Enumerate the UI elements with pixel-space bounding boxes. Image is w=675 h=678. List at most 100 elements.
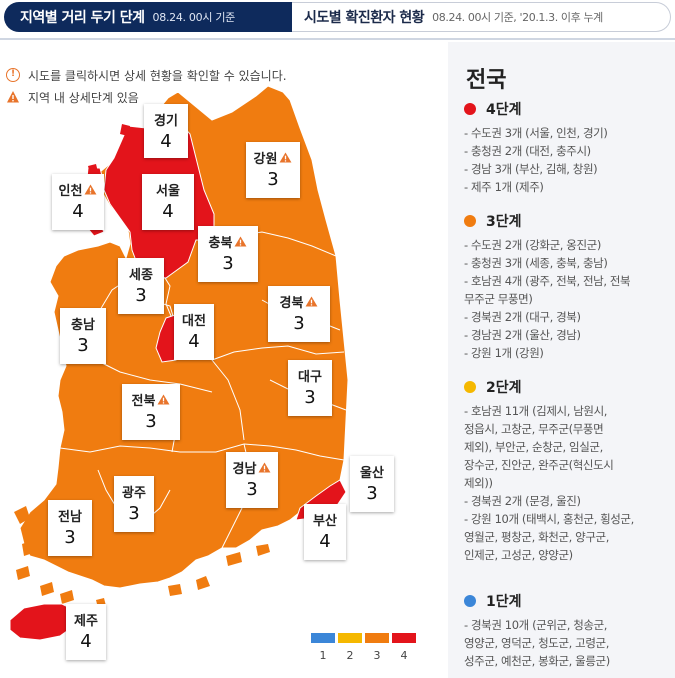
level-group-item: - 충청권 3개 (세종, 충북, 충남) xyxy=(464,256,608,270)
region-name-text: 경남 xyxy=(232,462,257,477)
region-label-gyeongbuk[interactable]: 경북 3 xyxy=(268,286,330,342)
warning-icon xyxy=(279,152,292,163)
region-name: 광주 xyxy=(114,482,154,501)
region-level: 3 xyxy=(135,285,147,306)
level-group-item: 정읍시, 고창군, 무주군(무풍면 xyxy=(464,422,604,436)
region-label-daegu[interactable]: 대구 3 xyxy=(288,360,332,416)
level-group-item: 제외)) xyxy=(464,476,493,490)
level-group-label: 1단계 xyxy=(486,594,522,610)
region-level: 4 xyxy=(72,201,84,222)
region-label-jeonnam[interactable]: 전남 3 xyxy=(48,500,92,556)
level-group-item: 장수군, 진안군, 완주군(혁신도시 xyxy=(464,458,614,472)
level-group-item: 인제군, 고성군, 양양군) xyxy=(464,548,573,562)
region-name-text: 대구 xyxy=(298,370,322,385)
region-label-sejong[interactable]: 세종 3 xyxy=(118,258,164,314)
level-group-label: 4단계 xyxy=(486,102,522,118)
region-level: 3 xyxy=(128,503,140,524)
level-group-list: - 경북권 10개 (군위군, 청송군, 영양군, 영덕군, 청도군, 고령군, 성… xyxy=(464,616,669,670)
level-group-header: 4단계 xyxy=(464,98,669,120)
warning-icon xyxy=(7,91,19,103)
region-level: 4 xyxy=(319,531,331,552)
region-name-text: 제주 xyxy=(74,614,98,629)
region-level: 3 xyxy=(222,253,234,274)
tab-distancing-levels[interactable]: 지역별 거리 두기 단계 08.24. 00시 기준 xyxy=(4,2,292,32)
region-label-jeonbuk[interactable]: 전북 3 xyxy=(122,384,180,440)
region-label-daejeon[interactable]: 대전 4 xyxy=(174,304,214,360)
region-name: 대구 xyxy=(288,366,332,385)
level-group-item: - 수도권 3개 (서울, 인천, 경기) xyxy=(464,126,608,140)
region-level: 3 xyxy=(77,335,89,356)
region-level: 3 xyxy=(304,387,316,408)
region-name-text: 인천 xyxy=(58,184,83,199)
region-level: 3 xyxy=(267,169,279,190)
level-dot-icon xyxy=(464,215,476,227)
level-group-item: - 경북권 2개 (대구, 경북) xyxy=(464,310,581,324)
region-label-chungbuk[interactable]: 충북 3 xyxy=(198,226,258,282)
region-label-seoul[interactable]: 서울 4 xyxy=(142,174,194,230)
region-name-text: 충남 xyxy=(71,318,95,333)
level-group-item: - 강원 1개 (강원) xyxy=(464,346,544,360)
legend-swatch-3 xyxy=(365,633,389,643)
level-group-label: 3단계 xyxy=(486,214,522,230)
level-group-header: 1단계 xyxy=(464,590,669,612)
legend-label: 1 xyxy=(319,649,327,662)
region-label-incheon[interactable]: 인천 4 xyxy=(52,174,104,230)
region-name-text: 울산 xyxy=(360,466,384,481)
region-name-text: 경기 xyxy=(154,114,178,129)
region-label-chungnam[interactable]: 충남 3 xyxy=(60,308,106,364)
level-group-3: 3단계 - 수도권 2개 (강화군, 옹진군) - 충청권 3개 (세종, 충북, … xyxy=(464,210,669,362)
region-level: 3 xyxy=(366,483,378,504)
level-group-item: - 호남권 4개 (광주, 전북, 전남, 전북 xyxy=(464,274,631,288)
region-jeju[interactable] xyxy=(9,603,75,641)
region-level: 4 xyxy=(188,331,200,352)
warning-icon xyxy=(84,184,97,195)
map-notes: ! 시도를 클릭하시면 상세 현황을 확인할 수 있습니다. 지역 내 상세단계… xyxy=(6,64,287,108)
tab-subtitle: 08.24. 00시 기준, '20.1.3. 이후 누계 xyxy=(432,11,603,24)
region-name: 제주 xyxy=(66,610,106,629)
level-group-item: - 충청권 2개 (대전, 충주시) xyxy=(464,144,591,158)
region-label-gangwon[interactable]: 강원 3 xyxy=(246,142,300,198)
level-group-item: 영양군, 영덕군, 청도군, 고령군, xyxy=(464,636,609,650)
note-click-hint: ! 시도를 클릭하시면 상세 현황을 확인할 수 있습니다. xyxy=(6,64,287,86)
region-label-ulsan[interactable]: 울산 3 xyxy=(350,456,394,512)
region-name: 경기 xyxy=(144,110,188,129)
legend-label: 3 xyxy=(373,649,381,662)
legend-label: 4 xyxy=(400,649,408,662)
region-name-text: 전북 xyxy=(131,394,156,409)
warn-hint-text: 지역 내 상세단계 있음 xyxy=(28,90,139,105)
warning-icon xyxy=(258,462,271,473)
region-label-jeju[interactable]: 제주 4 xyxy=(66,604,106,660)
level-group-item: - 강원 10개 (태백시, 홍천군, 횡성군, xyxy=(464,512,634,526)
region-level: 3 xyxy=(145,411,157,432)
level-group-4: 4단계 - 수도권 3개 (서울, 인천, 경기) - 충청권 2개 (대전, 충주… xyxy=(464,98,669,196)
region-name-text: 강원 xyxy=(253,152,278,167)
level-group-item: - 호남권 11개 (김제시, 남원시, xyxy=(464,404,608,418)
legend-swatch-4 xyxy=(392,633,416,643)
level-group-item: - 경남권 2개 (울산, 경남) xyxy=(464,328,581,342)
level-group-item: - 경남 3개 (부산, 김해, 창원) xyxy=(464,162,598,176)
level-group-2: 2단계 - 호남권 11개 (김제시, 남원시, 정읍시, 고창군, 무주군(무풍면… xyxy=(464,376,669,564)
click-hint-text: 시도를 클릭하시면 상세 현황을 확인할 수 있습니다. xyxy=(28,68,287,83)
region-label-busan[interactable]: 부산 4 xyxy=(304,504,346,560)
region-name: 전남 xyxy=(48,506,92,525)
tab-confirmed-cases[interactable]: 시도별 확진환자 현황 08.24. 00시 기준, '20.1.3. 이후 누… xyxy=(292,2,671,32)
region-name: 충남 xyxy=(60,314,106,333)
level-dot-icon xyxy=(464,103,476,115)
region-label-gyeongnam[interactable]: 경남 3 xyxy=(226,452,278,508)
region-label-gwangju[interactable]: 광주 3 xyxy=(114,476,154,532)
level-group-item: 영월군, 평창군, 화천군, 양구군, xyxy=(464,530,609,544)
region-name: 경남 xyxy=(226,458,278,477)
region-name: 전북 xyxy=(122,390,180,409)
level-group-item: 성주군, 예천군, 봉화군, 울릉군) xyxy=(464,654,610,668)
region-name-text: 경북 xyxy=(279,296,304,311)
region-name: 울산 xyxy=(350,462,394,481)
region-name: 충북 xyxy=(198,232,258,251)
region-name: 대전 xyxy=(174,310,214,329)
region-label-gyeonggi[interactable]: 경기 4 xyxy=(144,104,188,158)
tab-bar: 지역별 거리 두기 단계 08.24. 00시 기준 시도별 확진환자 현황 0… xyxy=(0,0,675,34)
warning-icon xyxy=(157,394,170,405)
info-icon: ! xyxy=(6,68,20,82)
region-level: 4 xyxy=(80,631,92,652)
region-level: 4 xyxy=(160,131,172,152)
